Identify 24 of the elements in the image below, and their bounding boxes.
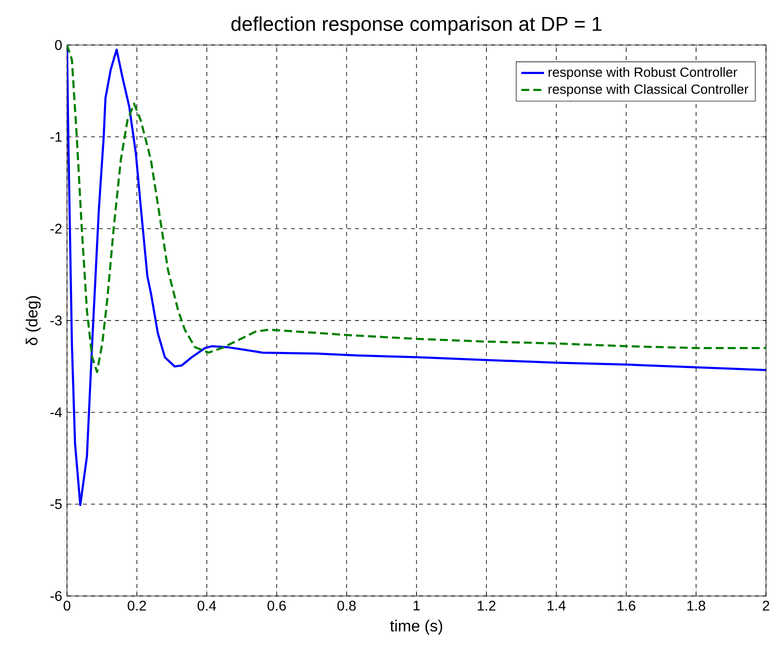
y-tick-label: 0: [55, 40, 62, 50]
y-tick-label: -4: [50, 408, 62, 418]
x-tick-label: 1: [414, 600, 420, 610]
x-tick-label: 0.2: [128, 600, 146, 611]
x-axis-title: time (s): [390, 620, 442, 635]
x-tick-label: 0: [64, 600, 70, 611]
chart-title: deflection response comparison at DP = 1: [231, 16, 602, 35]
y-tick-label: -2: [50, 224, 62, 234]
y-tick-label: -1: [50, 132, 62, 142]
y-tick-label: -5: [50, 499, 62, 510]
y-tick-label: -3: [50, 316, 62, 326]
legend-label: response with Classical Controller: [548, 84, 748, 97]
x-tick-label: 0.8: [337, 600, 356, 611]
x-tick-label: 2: [762, 600, 770, 610]
x-tick-label: 1.4: [548, 600, 566, 610]
legend-label: response with Robust Controller: [548, 67, 738, 80]
x-tick-label: 1.2: [478, 600, 496, 610]
x-tick-label: 0.6: [268, 600, 286, 611]
y-tick-label: -6: [50, 591, 62, 601]
x-tick-label: 1.6: [618, 600, 636, 611]
y-axis-title: δ (deg): [26, 296, 41, 346]
line-series: [67, 45, 766, 373]
x-tick-label: 0.4: [198, 600, 216, 611]
x-tick-label: 1.8: [687, 600, 706, 611]
